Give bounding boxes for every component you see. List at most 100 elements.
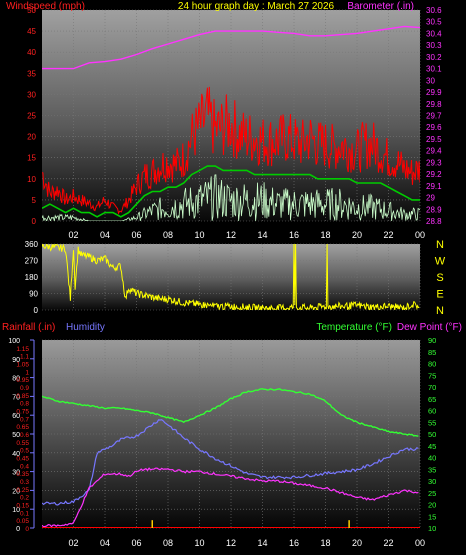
rainfall-tick-label: 0.85 (16, 393, 29, 400)
rainfall-tick-label: 0.8 (20, 401, 29, 408)
barometer-tick-label: 29.5 (426, 135, 442, 144)
humidity-line (42, 419, 419, 506)
temperature-ticks: 10 15 20 25 30 35 40 45 50 55 60 65 70 75 80 85 90 (428, 336, 436, 533)
wind-tick-label: 30 (27, 90, 36, 99)
temperature-tick-label: 25 (428, 489, 436, 498)
direction-left-ticks: 0 90 180 270 360 (25, 240, 39, 315)
barometer-line (42, 25, 420, 70)
temperature-tick-label: 35 (428, 465, 436, 474)
wind-tick-label: 20 (27, 133, 36, 142)
barometer-tick-label: 30.4 (426, 29, 442, 38)
humidity-tick-label: 50 (12, 432, 20, 439)
barometer-tick-label: 29.1 (426, 182, 442, 191)
compass-label: S (436, 272, 443, 284)
direction-tick-label: 180 (25, 273, 39, 282)
barometer-tick-label: 29 (426, 194, 435, 203)
barometer-tick-label: 29.7 (426, 112, 442, 121)
wind-tick-label: 45 (27, 27, 36, 36)
barometer-tick-label: 30.1 (426, 65, 442, 74)
rainfall-tick-label: 0.4 (20, 463, 29, 470)
rainfall-tick-label: 1.15 (16, 346, 29, 353)
wind-tick-label: 35 (27, 69, 36, 78)
direction-tick-label: 90 (29, 290, 38, 299)
temperature-tick-label: 75 (428, 371, 436, 380)
barometer-tick-label: 28.8 (426, 217, 442, 226)
direction-tick-label: 0 (34, 306, 39, 315)
temperature-tick-label: 60 (428, 407, 436, 416)
humidity-tick-label: 60 (12, 413, 20, 420)
direction-tick-label: 360 (25, 240, 39, 249)
barometer-tick-label: 30 (426, 76, 435, 85)
rainfall-tick-label: 0.5 (20, 448, 29, 455)
temperature-tick-label: 15 (428, 512, 436, 521)
temp-hour-label: 20 (352, 538, 362, 548)
humidity-tick-label: 90 (12, 357, 20, 364)
temp-humidity-panel: Rainfall (.in) Humidity Temperature (°F)… (2, 322, 462, 548)
temp-hour-label: 16 (289, 538, 299, 548)
rainfall-tick-label: 1 (25, 369, 29, 376)
temperature-tick-label: 30 (428, 477, 436, 486)
rainfall-axis-label: Rainfall (.in) (2, 322, 55, 333)
barometer-tick-label: 29.6 (426, 123, 442, 132)
humidity-tick-label: 0 (16, 526, 20, 533)
humidity-tick-label: 80 (12, 376, 20, 383)
wind-hour-label: 12 (226, 230, 236, 240)
wind-tick-label: 0 (32, 217, 37, 226)
barometer-tick-label: 29.9 (426, 88, 442, 97)
windspeed-average-line (42, 165, 420, 218)
direction-tick-label: 270 (25, 257, 39, 266)
wind-hour-label: 14 (257, 230, 267, 240)
temperature-line (42, 388, 419, 437)
temperature-tick-label: 55 (428, 418, 436, 427)
windspeed-gust-line (42, 86, 420, 215)
temperature-tick-label: 50 (428, 430, 436, 439)
rainfall-tick-label: 1.1 (20, 354, 29, 361)
dewpoint-line (42, 467, 419, 528)
wind-hour-label: 06 (131, 230, 141, 240)
temperature-axis-label: Temperature (°F) (316, 322, 392, 333)
rainfall-tick-label: 0.15 (16, 503, 29, 510)
wind-barometer-panel: Windspeed (mph) 24 hour graph day : Marc… (6, 1, 442, 240)
wind-direction-line (42, 244, 420, 310)
temperature-tick-label: 80 (428, 360, 436, 369)
temperature-tick-label: 90 (428, 336, 436, 345)
rainfall-tick-label: 0.25 (16, 487, 29, 494)
wind-hour-label: 10 (194, 230, 204, 240)
temp-hour-label: 02 (68, 538, 78, 548)
wind-tick-label: 40 (27, 48, 36, 57)
humidity-tick-label: 40 (12, 451, 20, 458)
wind-axis-label: Windspeed (mph) (6, 1, 85, 12)
temp-hour-label: 14 (257, 538, 267, 548)
wind-tick-label: 5 (32, 196, 37, 205)
rainfall-tick-label: 0.45 (16, 456, 29, 463)
temp-hour-label: 04 (100, 538, 110, 548)
rainfall-tick-label: 0.1 (20, 510, 29, 517)
wind-chart-title: 24 hour graph day : March 27 2026 (178, 1, 335, 12)
barometer-tick-label: 29.8 (426, 100, 442, 109)
wind-tick-label: 50 (27, 6, 36, 15)
rainfall-tick-label: 0.7 (20, 416, 29, 423)
direction-gridlines (42, 243, 421, 311)
barometer-tick-label: 29.2 (426, 170, 442, 179)
compass-label: E (436, 289, 443, 301)
rainfall-ticks: 00.050.10.150.20.250.30.350.40.450.50.55… (16, 346, 29, 533)
wind-hour-label: 04 (100, 230, 110, 240)
wind-left-ticks: 0 5 10 15 20 25 30 35 40 45 50 (27, 6, 36, 226)
temp-x-ticks: 02 04 06 08 10 12 14 16 18 20 22 00 (68, 538, 425, 548)
rainfall-tick-label: 0.05 (16, 518, 29, 525)
temp-gridlines (42, 339, 421, 529)
wind-hour-label: 16 (289, 230, 299, 240)
rainfall-tick-label: 0.65 (16, 424, 29, 431)
rainfall-tick-label: 0.3 (20, 479, 29, 486)
rainfall-tick-label: 0.6 (20, 432, 29, 439)
humidity-axis-label: Humidity (66, 322, 105, 333)
dewpoint-axis-label: Dew Point (°F) (397, 322, 462, 333)
temp-hour-label: 10 (194, 538, 204, 548)
compass-label: N (436, 239, 444, 251)
wind-tick-label: 25 (27, 112, 36, 121)
wind-hour-label: 20 (352, 230, 362, 240)
temp-hour-label: 00 (415, 538, 425, 548)
